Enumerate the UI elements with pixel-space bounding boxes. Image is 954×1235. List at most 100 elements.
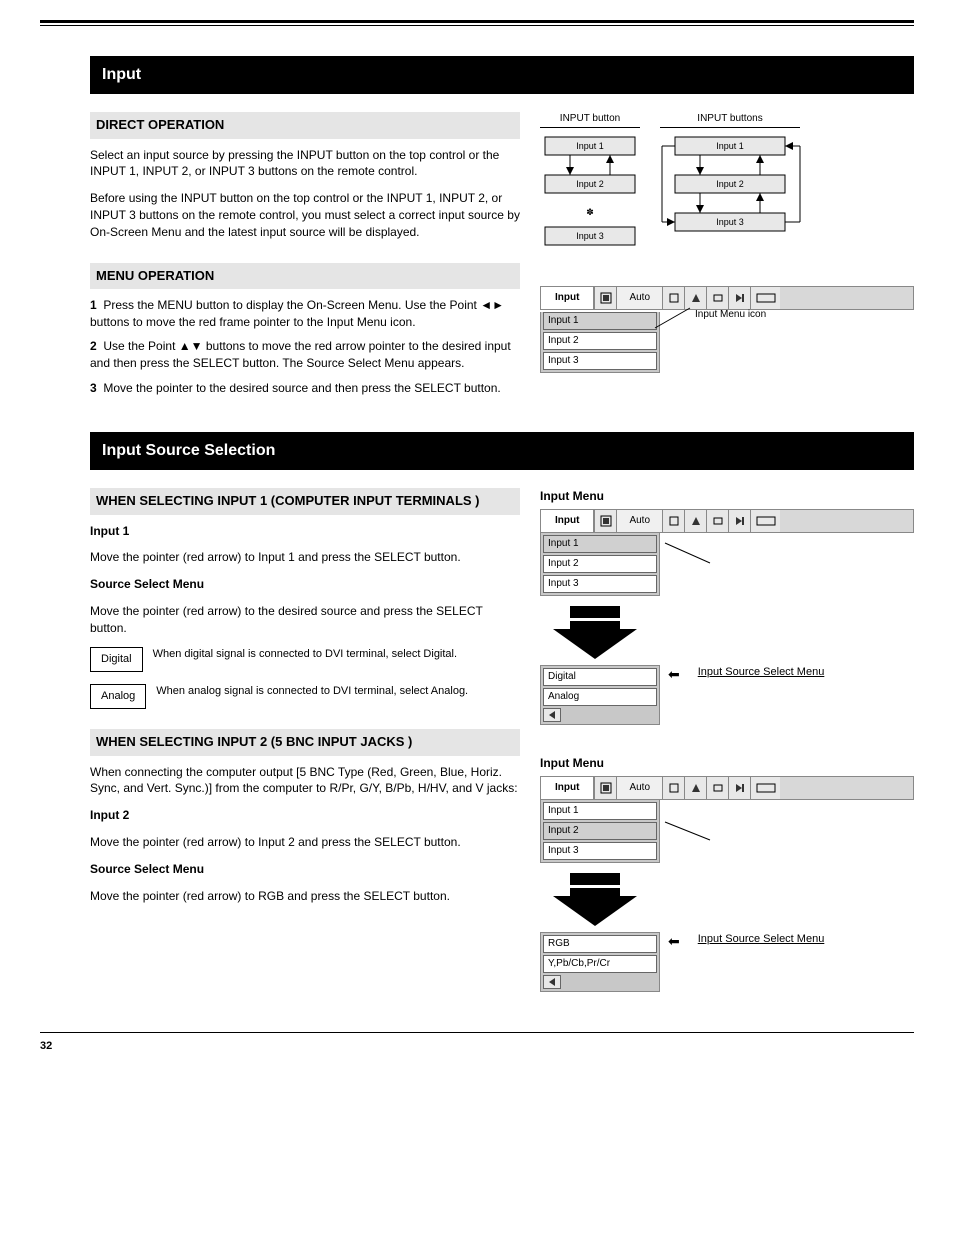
note-analog: Analog — [90, 684, 146, 709]
menu-step-1: 1 Press the MENU button to display the O… — [90, 297, 520, 331]
pointer-arrow-2: ⬅ — [668, 932, 680, 952]
pointer-svg-2 — [660, 800, 720, 850]
menubar2-icon-4[interactable] — [706, 510, 728, 532]
svg-text:✽: ✽ — [586, 207, 594, 217]
dd3-opt3[interactable]: Input 3 — [543, 842, 657, 860]
menubar2-icon-5[interactable] — [728, 510, 750, 532]
up-down-icon: ▲▼ — [179, 339, 203, 353]
input1-text: Move the pointer (red arrow) to Input 1 … — [90, 549, 520, 566]
submenu2-label: Input Source Select Menu — [698, 932, 825, 947]
menubar2-icon-1[interactable] — [594, 510, 616, 532]
menubar2-icon-2[interactable] — [662, 510, 684, 532]
menubar3-icon-2[interactable] — [662, 777, 684, 799]
source2-heading: Source Select Menu — [90, 861, 520, 878]
note-analog-text: When analog signal is connected to DVI t… — [156, 684, 520, 715]
flow-right-svg: Input 1 Input 2 Input 3 — [660, 131, 820, 251]
dropdown-opt-input1[interactable]: Input 1 — [543, 312, 657, 330]
input-menubar-1: Input Auto Input 1 Input 2 Input 3 Input… — [540, 286, 914, 422]
submenu1-opt-analog[interactable]: Analog — [543, 688, 657, 706]
big-arrow-head-2 — [553, 896, 637, 926]
svg-text:Input 2: Input 2 — [576, 179, 604, 189]
flow-left-svg: Input 1 Input 2 Input 3 ✽ — [540, 131, 640, 251]
source-select-heading: Source Select Menu — [90, 576, 520, 593]
callout-text-1: Input Menu icon — [695, 308, 954, 322]
menubar3-icon-5[interactable] — [728, 777, 750, 799]
direct-op-p1: Select an input source by pressing the I… — [90, 147, 520, 181]
pointer-arrow-1: ⬅ — [668, 665, 680, 685]
big-arrow-stem-2b — [570, 888, 620, 896]
svg-text:Input 3: Input 3 — [576, 231, 604, 241]
subhead-direct-operation: DIRECT OPERATION — [90, 112, 520, 138]
step2-text-a: Use the Point — [103, 339, 178, 353]
callout-input-menu-2: Input Menu — [540, 755, 914, 772]
note-digital-text: When digital signal is connected to DVI … — [153, 647, 520, 678]
big-arrow-stem-1b — [570, 621, 620, 629]
big-arrow-stem-2 — [570, 873, 620, 885]
flow-left-label: INPUT button — [540, 112, 640, 128]
note-digital: Digital — [90, 647, 143, 672]
input1-title: Input 1 — [90, 523, 520, 540]
section-heading-input: Input — [90, 56, 914, 94]
menubar3-auto[interactable]: Auto — [616, 777, 662, 799]
dropdown-opt-input3[interactable]: Input 3 — [543, 352, 657, 370]
menu-step-2: 2 Use the Point ▲▼ buttons to move the r… — [90, 338, 520, 372]
dd3-opt1[interactable]: Input 1 — [543, 802, 657, 820]
page-footer: 32 — [40, 1032, 914, 1054]
menu-step-3: 3 Move the pointer to the desired source… — [90, 380, 520, 397]
dd3-opt2[interactable]: Input 2 — [543, 822, 657, 840]
source2-text: Move the pointer (red arrow) to RGB and … — [90, 888, 520, 905]
menubar2-tab[interactable]: Input — [541, 510, 594, 532]
step1-text-b: buttons to move the red frame pointer to… — [90, 315, 416, 329]
submenu-digital-analog: Digital Analog — [540, 665, 660, 725]
step3-text: Move the pointer to the desired source a… — [103, 381, 500, 395]
flow-right-label: INPUT buttons — [660, 112, 800, 128]
direct-op-p2: Before using the INPUT button on the top… — [90, 190, 520, 240]
source-select-text: Move the pointer (red arrow) to the desi… — [90, 603, 520, 637]
submenu1-back-icon[interactable] — [543, 708, 561, 722]
svg-text:Input 2: Input 2 — [716, 179, 744, 189]
flow-diagram: INPUT button Input 1 Input 2 Input 3 ✽ I… — [540, 112, 914, 256]
menubar2-icon-3[interactable] — [684, 510, 706, 532]
input-menubar-2: Input Auto — [540, 509, 914, 533]
dd2-opt2[interactable]: Input 2 — [543, 555, 657, 573]
menubar3-icon-6[interactable] — [750, 777, 780, 799]
dd2-opt1[interactable]: Input 1 — [543, 535, 657, 553]
menubar3-tab[interactable]: Input — [541, 777, 594, 799]
menubar2-icon-6[interactable] — [750, 510, 780, 532]
subhead-menu-operation: MENU OPERATION — [90, 263, 520, 289]
svg-text:Input 1: Input 1 — [576, 141, 604, 151]
submenu-rgb: RGB Y,Pb/Cb,Pr/Cr — [540, 932, 660, 992]
input-dropdown-3: Input 1 Input 2 Input 3 — [540, 800, 660, 863]
input-menubar-3: Input Auto — [540, 776, 914, 800]
big-arrow-head-1 — [553, 629, 637, 659]
callout-input-menu-1: Input Menu — [540, 488, 914, 505]
submenu1-label: Input Source Select Menu — [698, 665, 825, 680]
menubar-icon-1[interactable] — [594, 287, 616, 309]
step1-text-a: Press the MENU button to display the On-… — [103, 298, 480, 312]
input-dropdown-1: Input 1 Input 2 Input 3 — [540, 312, 660, 373]
input2-title: Input 2 — [90, 807, 520, 824]
subhead-input1: WHEN SELECTING INPUT 1 (COMPUTER INPUT T… — [90, 488, 520, 514]
big-arrow-stem-1 — [570, 606, 620, 618]
input2-text-b: Move the pointer (red arrow) to Input 2 … — [90, 834, 520, 851]
submenu2-opt-rgb[interactable]: RGB — [543, 935, 657, 953]
input-dropdown-2: Input 1 Input 2 Input 3 — [540, 533, 660, 596]
subhead-input2: WHEN SELECTING INPUT 2 (5 BNC INPUT JACK… — [90, 729, 520, 755]
menubar3-icon-4[interactable] — [706, 777, 728, 799]
input2-text-a: When connecting the computer output [5 B… — [90, 764, 520, 798]
section-heading-input-source: Input Source Selection — [90, 432, 914, 470]
menubar3-icon-1[interactable] — [594, 777, 616, 799]
svg-text:Input 1: Input 1 — [716, 141, 744, 151]
menubar3-icon-3[interactable] — [684, 777, 706, 799]
menubar2-auto[interactable]: Auto — [616, 510, 662, 532]
left-right-icon: ◄► — [480, 298, 504, 312]
submenu2-opt-ypbcb[interactable]: Y,Pb/Cb,Pr/Cr — [543, 955, 657, 973]
dd2-opt3[interactable]: Input 3 — [543, 575, 657, 593]
menubar-tab-input[interactable]: Input — [541, 287, 594, 309]
submenu1-opt-digital[interactable]: Digital — [543, 668, 657, 686]
dropdown-opt-input2[interactable]: Input 2 — [543, 332, 657, 350]
page-top-rule — [40, 20, 914, 26]
submenu2-back-icon[interactable] — [543, 975, 561, 989]
svg-text:Input 3: Input 3 — [716, 217, 744, 227]
pointer-svg-1 — [660, 533, 720, 583]
